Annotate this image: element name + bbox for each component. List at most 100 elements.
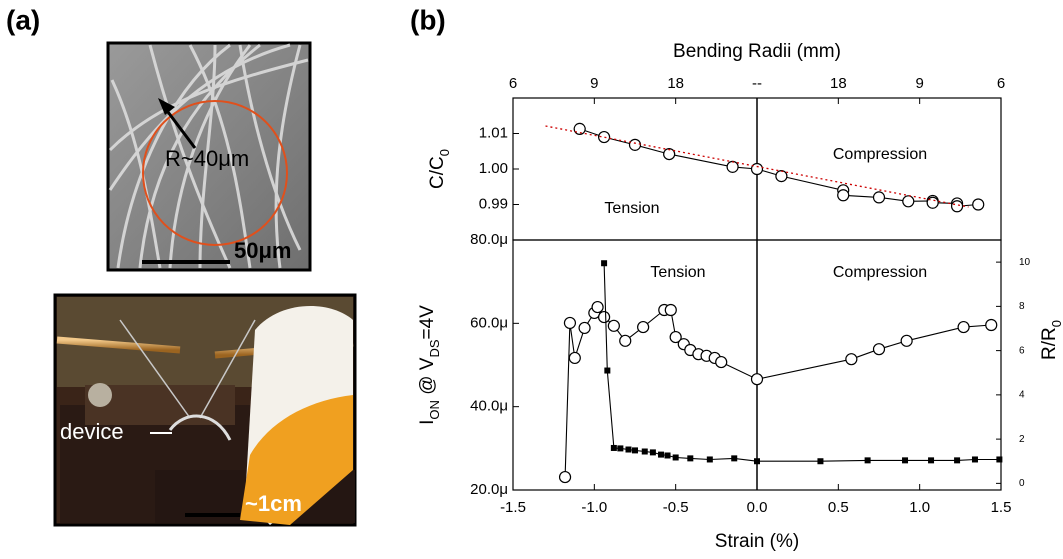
data-point: [957, 320, 970, 334]
data-point: [563, 316, 577, 330]
x2-tick-label: 18: [830, 75, 847, 92]
data-point: [750, 162, 764, 176]
data-point: [664, 452, 671, 459]
y-axis-label-part: DS: [427, 339, 442, 357]
device-label: device: [60, 419, 124, 444]
data-point: [837, 189, 850, 202]
data-point: [591, 300, 604, 314]
data-point: [607, 319, 620, 332]
x-tick-label: -1.5: [500, 499, 526, 516]
y2-tick-label: 2: [1019, 434, 1025, 445]
data-point: [649, 449, 656, 456]
x-tick-label: 0.0: [747, 499, 768, 516]
y-axis-label-part: C/C: [427, 156, 448, 189]
data-point: [632, 447, 638, 454]
data-point: [754, 458, 760, 465]
annotation: Tension: [604, 200, 659, 217]
sem-image: [106, 41, 312, 272]
panel-label: (a): [6, 4, 40, 35]
y-tick-label: 1.01: [479, 124, 508, 141]
data-point: [628, 138, 642, 151]
series-line: [603, 263, 1000, 462]
data-point: [601, 260, 608, 267]
data-point: [597, 310, 611, 324]
data-point: [687, 455, 694, 462]
data-point: [996, 456, 1003, 463]
data-point: [610, 444, 617, 451]
data-point: [900, 334, 913, 347]
y2-axis-label-part: 0: [1049, 320, 1063, 327]
y-tick-label: 60.0μ: [470, 314, 508, 331]
data-point: [902, 195, 915, 208]
x2-tick-label: 6: [997, 75, 1005, 92]
data-point: [641, 448, 648, 455]
device-photo: [53, 293, 357, 527]
series-line: [579, 128, 979, 207]
x-tick-label: 1.5: [991, 499, 1012, 516]
data-point: [573, 122, 586, 135]
scale-label: 50μm: [234, 238, 292, 263]
y2-tick-label: 10: [1019, 257, 1031, 268]
data-point: [775, 170, 788, 183]
y-axis-label: C/C0: [427, 149, 452, 189]
y2-axis-label-part: R/R: [1039, 327, 1060, 360]
y-axis-label-part: @ V: [417, 357, 438, 400]
data-point: [637, 320, 650, 334]
y-tick-label: 40.0μ: [470, 398, 508, 415]
y2-tick-label: 0: [1019, 478, 1025, 489]
data-point: [664, 303, 677, 317]
data-point: [604, 367, 611, 374]
data-point: [950, 200, 964, 213]
data-point: [971, 456, 978, 463]
data-point: [672, 454, 679, 461]
x2-tick-label: --: [752, 75, 762, 92]
data-point: [669, 330, 682, 344]
data-point: [658, 451, 665, 458]
data-point: [845, 353, 858, 366]
y2-tick-label: 6: [1019, 345, 1025, 356]
data-point: [578, 321, 591, 335]
data-point: [568, 351, 581, 365]
sem-radius-label: R~40μm: [165, 146, 249, 171]
y2-tick-label: 4: [1019, 390, 1025, 401]
data-point: [872, 343, 886, 356]
y-tick-label: 80.0μ: [470, 231, 508, 248]
y-axis-label-part: 0: [437, 149, 452, 156]
annotation: Compression: [833, 146, 927, 163]
scale-label: ~1cm: [245, 491, 302, 516]
data-point: [706, 456, 713, 463]
data-point: [864, 457, 871, 464]
data-point: [902, 457, 909, 464]
x2-tick-label: 9: [915, 75, 923, 92]
y-tick-label: 20.0μ: [470, 481, 508, 498]
x-axis-label: Strain (%): [715, 531, 799, 552]
annotation: Tension: [650, 264, 705, 281]
annotation: Compression: [833, 264, 927, 281]
y-tick-label: 1.00: [479, 160, 508, 177]
x-tick-label: -0.5: [663, 499, 689, 516]
data-point: [558, 470, 572, 484]
data-point: [750, 373, 764, 386]
x2-axis-label: Bending Radii (mm): [673, 41, 841, 62]
x-tick-label: 1.0: [909, 499, 930, 516]
data-point: [715, 355, 728, 369]
data-point: [872, 191, 886, 204]
x-tick-label: -1.0: [581, 499, 607, 516]
x2-tick-label: 18: [667, 75, 684, 92]
panel-label: (b): [410, 4, 446, 35]
data-point: [726, 160, 739, 173]
data-point: [597, 130, 611, 144]
y2-axis-label: R/R0: [1039, 320, 1063, 360]
data-point: [985, 318, 998, 332]
data-point: [954, 457, 961, 464]
data-point: [619, 334, 632, 347]
data-point: [817, 458, 824, 465]
y-axis-label: ION @ VDS=4V: [417, 305, 442, 425]
data-point: [972, 198, 985, 211]
x-tick-label: 0.5: [828, 499, 849, 516]
y-axis-label-part: I: [417, 420, 438, 425]
fit-line: [545, 125, 969, 208]
y-axis-label-part: =4V: [417, 305, 438, 340]
